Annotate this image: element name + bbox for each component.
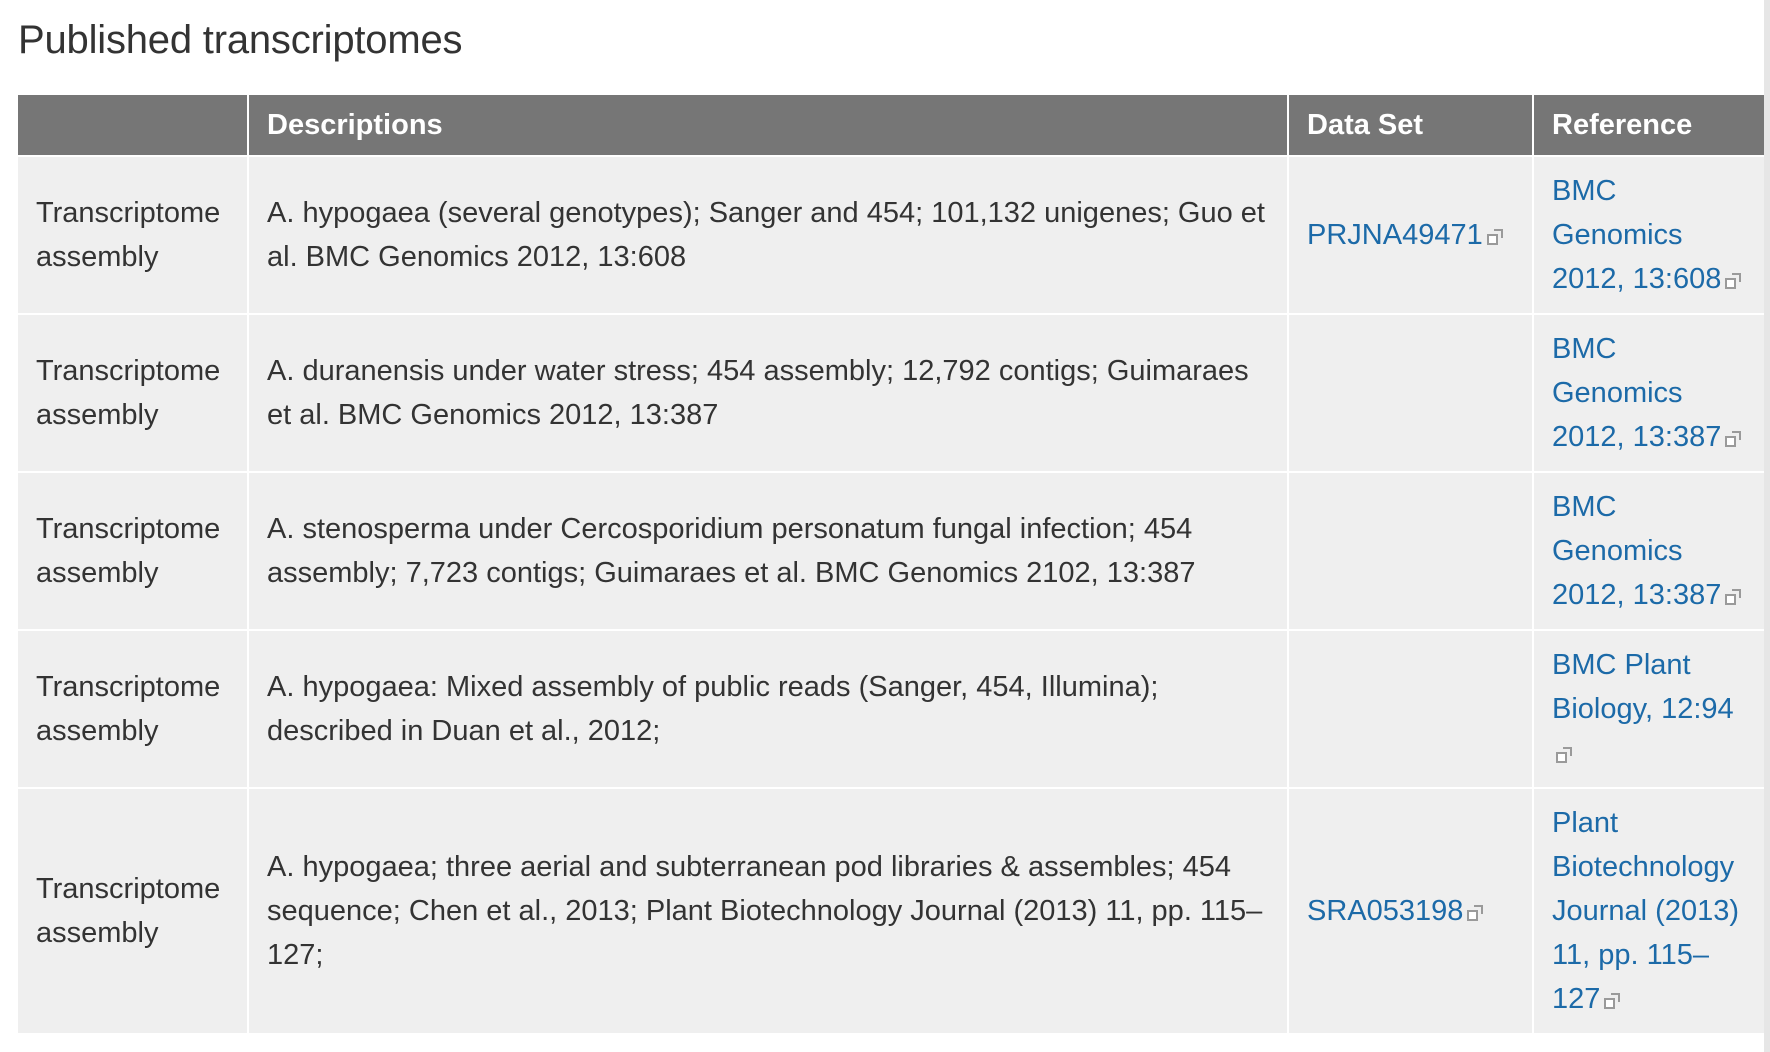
external-link-icon xyxy=(1486,229,1503,245)
dataset-link-text: PRJNA49471 xyxy=(1307,219,1483,251)
type-cell: Transcriptome assembly xyxy=(18,471,248,630)
table-body: Transcriptome assembly A. hypogaea (seve… xyxy=(18,155,1770,1033)
table-row: Transcriptome assembly A. hypogaea: Mixe… xyxy=(18,629,1770,788)
type-cell: Transcriptome assembly xyxy=(18,629,248,788)
type-cell: Transcriptome assembly xyxy=(18,787,248,1033)
external-link-icon xyxy=(1556,747,1572,763)
dataset-cell xyxy=(1287,471,1533,630)
transcriptomes-table: Descriptions Data Set Reference Transcri… xyxy=(18,95,1770,1033)
external-link-icon xyxy=(1604,993,1621,1009)
scrollbar-track[interactable] xyxy=(1764,0,1770,1052)
reference-link[interactable]: Plant Biotechnology Journal (2013) 11, p… xyxy=(1552,807,1739,1015)
reference-cell: BMC Genomics 2012, 13:387 xyxy=(1532,313,1770,472)
reference-link-text: BMC Genomics 2012, 13:608 xyxy=(1552,175,1722,295)
header-descriptions: Descriptions xyxy=(247,95,1288,156)
description-cell: A. hypogaea: Mixed assembly of public re… xyxy=(247,629,1288,788)
page-title: Published transcriptomes xyxy=(18,18,463,62)
header-reference: Reference xyxy=(1532,95,1770,156)
reference-cell: BMC Genomics 2012, 13:387 xyxy=(1532,471,1770,630)
reference-link[interactable]: BMC Genomics 2012, 13:387 xyxy=(1552,491,1742,611)
type-cell: Transcriptome assembly xyxy=(18,313,248,472)
table-row: Transcriptome assembly A. duranensis und… xyxy=(18,313,1770,472)
table-row: Transcriptome assembly A. stenosperma un… xyxy=(18,471,1770,630)
header-row: Descriptions Data Set Reference xyxy=(18,95,1770,156)
header-type xyxy=(18,95,248,156)
description-cell: A. hypogaea; three aerial and subterrane… xyxy=(247,787,1288,1033)
dataset-cell: SRA053198 xyxy=(1287,787,1533,1033)
table-header: Descriptions Data Set Reference xyxy=(18,95,1770,156)
reference-cell: BMC Plant Biology, 12:94 xyxy=(1532,629,1770,788)
type-cell: Transcriptome assembly xyxy=(18,155,248,314)
reference-cell: Plant Biotechnology Journal (2013) 11, p… xyxy=(1532,787,1770,1033)
reference-link-text: BMC Genomics 2012, 13:387 xyxy=(1552,333,1722,453)
external-link-icon xyxy=(1467,905,1484,921)
table-row: Transcriptome assembly A. hypogaea (seve… xyxy=(18,155,1770,314)
external-link-icon xyxy=(1725,589,1742,605)
description-cell: A. duranensis under water stress; 454 as… xyxy=(247,313,1288,472)
description-cell: A. hypogaea (several genotypes); Sanger … xyxy=(247,155,1288,314)
header-data-set: Data Set xyxy=(1287,95,1533,156)
dataset-link[interactable]: SRA053198 xyxy=(1307,895,1484,927)
dataset-link[interactable]: PRJNA49471 xyxy=(1307,219,1503,251)
reference-link[interactable]: BMC Genomics 2012, 13:608 xyxy=(1552,175,1742,295)
dataset-link-text: SRA053198 xyxy=(1307,895,1464,927)
external-link-icon xyxy=(1725,431,1742,447)
reference-link-text: Plant Biotechnology Journal (2013) 11, p… xyxy=(1552,807,1739,1015)
reference-link-text: BMC Genomics 2012, 13:387 xyxy=(1552,491,1722,611)
reference-link-text: BMC Plant Biology, 12:94 xyxy=(1552,649,1734,725)
table-row: Transcriptome assembly A. hypogaea; thre… xyxy=(18,787,1770,1033)
reference-cell: BMC Genomics 2012, 13:608 xyxy=(1532,155,1770,314)
dataset-cell: PRJNA49471 xyxy=(1287,155,1533,314)
reference-link[interactable]: BMC Plant Biology, 12:94 xyxy=(1552,649,1734,769)
description-cell: A. stenosperma under Cercosporidium pers… xyxy=(247,471,1288,630)
dataset-cell xyxy=(1287,313,1533,472)
external-link-icon xyxy=(1725,273,1742,289)
reference-link[interactable]: BMC Genomics 2012, 13:387 xyxy=(1552,333,1742,453)
dataset-cell xyxy=(1287,629,1533,788)
